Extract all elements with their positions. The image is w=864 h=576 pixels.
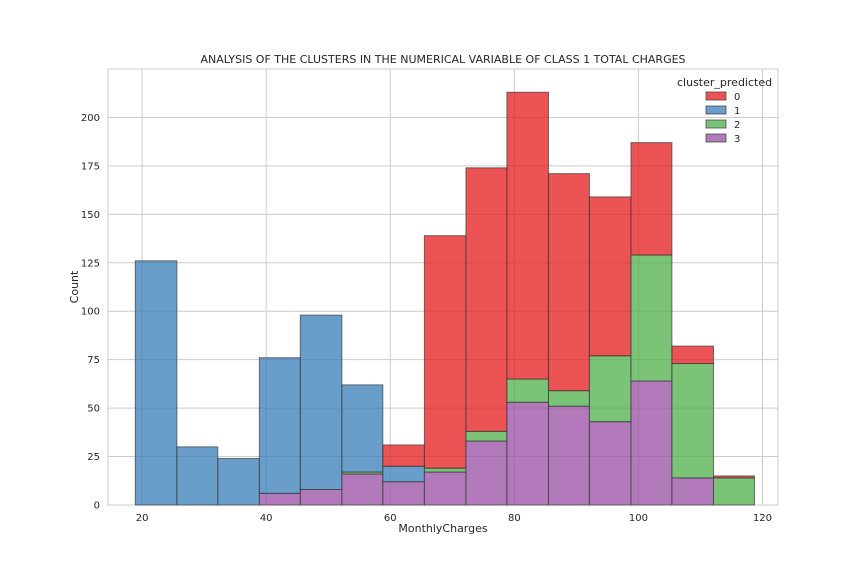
histogram-bar-cluster-2: [465, 430, 508, 442]
histogram-bar-cluster-0: [588, 196, 632, 357]
y-tick-label: 100: [81, 307, 100, 318]
histogram-bar-cluster-3: [299, 488, 343, 506]
bars: [134, 91, 755, 506]
x-tick-label: 60: [384, 513, 397, 524]
legend-title: cluster_predicted: [677, 76, 772, 89]
histogram-bar-cluster-1: [217, 457, 260, 506]
y-axis-label: Count: [68, 270, 81, 303]
legend: cluster_predicted 0 1 2 3: [677, 76, 772, 145]
histogram-bar-cluster-2: [712, 477, 755, 506]
y-tick-label: 25: [87, 452, 100, 463]
y-tick-label: 200: [81, 113, 100, 124]
tick-labels: 20 40 60 80 100 120 0 25 50 75 100 125 150 175 200: [81, 113, 772, 524]
histogram-bar-cluster-3: [547, 405, 590, 506]
y-tick-label: 50: [87, 404, 100, 415]
histogram-bar-cluster-3: [671, 477, 714, 506]
histogram-bar-cluster-0: [423, 235, 467, 469]
y-tick-label: 75: [87, 355, 100, 366]
chart-title: ANALYSIS OF THE CLUSTERS IN THE NUMERICA…: [200, 53, 685, 66]
x-tick-label: 100: [629, 513, 648, 524]
histogram-bar-cluster-1: [299, 314, 343, 490]
histogram-bar-cluster-3: [465, 440, 508, 506]
histogram-bar-cluster-0: [506, 91, 549, 380]
histogram-bar-cluster-3: [630, 380, 673, 506]
histogram-bar-cluster-0: [671, 345, 714, 365]
histogram-bar-cluster-0: [630, 142, 673, 256]
x-axis-label: MonthlyCharges: [398, 522, 488, 535]
histogram-bar-cluster-3: [506, 401, 549, 506]
histogram-bar-cluster-2: [547, 390, 590, 407]
histogram-bar-cluster-2: [423, 467, 467, 473]
x-tick-label: 120: [753, 513, 772, 524]
legend-swatch-3: [705, 133, 727, 143]
histogram-bar-cluster-3: [382, 481, 425, 506]
histogram-bar-cluster-2: [671, 363, 714, 479]
legend-label-2: 2: [734, 120, 740, 131]
legend-label-1: 1: [734, 106, 740, 117]
y-tick-label: 175: [81, 161, 100, 172]
histogram-bar-cluster-1: [134, 260, 178, 506]
histogram-bar-cluster-0: [465, 167, 508, 432]
histogram-bar-cluster-2: [588, 355, 632, 423]
histogram-bar-cluster-1: [382, 465, 425, 483]
histogram-bar-cluster-1: [258, 357, 301, 494]
histogram-bar-cluster-0: [382, 444, 425, 467]
histogram-bar-cluster-2: [630, 254, 673, 382]
histogram-bar-cluster-0: [547, 173, 590, 392]
legend-swatch-2: [705, 119, 727, 129]
legend-swatch-1: [705, 105, 727, 115]
y-tick-label: 125: [81, 258, 100, 269]
histogram-bar-cluster-1: [341, 384, 384, 473]
legend-swatch-0: [705, 91, 727, 101]
histogram-bar-cluster-2: [506, 378, 549, 403]
histogram-bar-cluster-3: [588, 421, 632, 506]
y-tick-label: 150: [81, 210, 100, 221]
histogram-bar-cluster-0: [712, 475, 755, 479]
histogram-bar-cluster-1: [176, 446, 219, 506]
x-tick-label: 80: [508, 513, 521, 524]
histogram-bar-cluster-3: [258, 492, 301, 506]
x-tick-label: 40: [260, 513, 273, 524]
histogram-bar-cluster-3: [341, 473, 384, 506]
legend-label-3: 3: [734, 134, 740, 145]
y-tick-label: 0: [94, 501, 100, 512]
x-tick-label: 20: [136, 513, 149, 524]
legend-label-0: 0: [734, 92, 740, 103]
histogram-bar-cluster-3: [423, 471, 467, 506]
